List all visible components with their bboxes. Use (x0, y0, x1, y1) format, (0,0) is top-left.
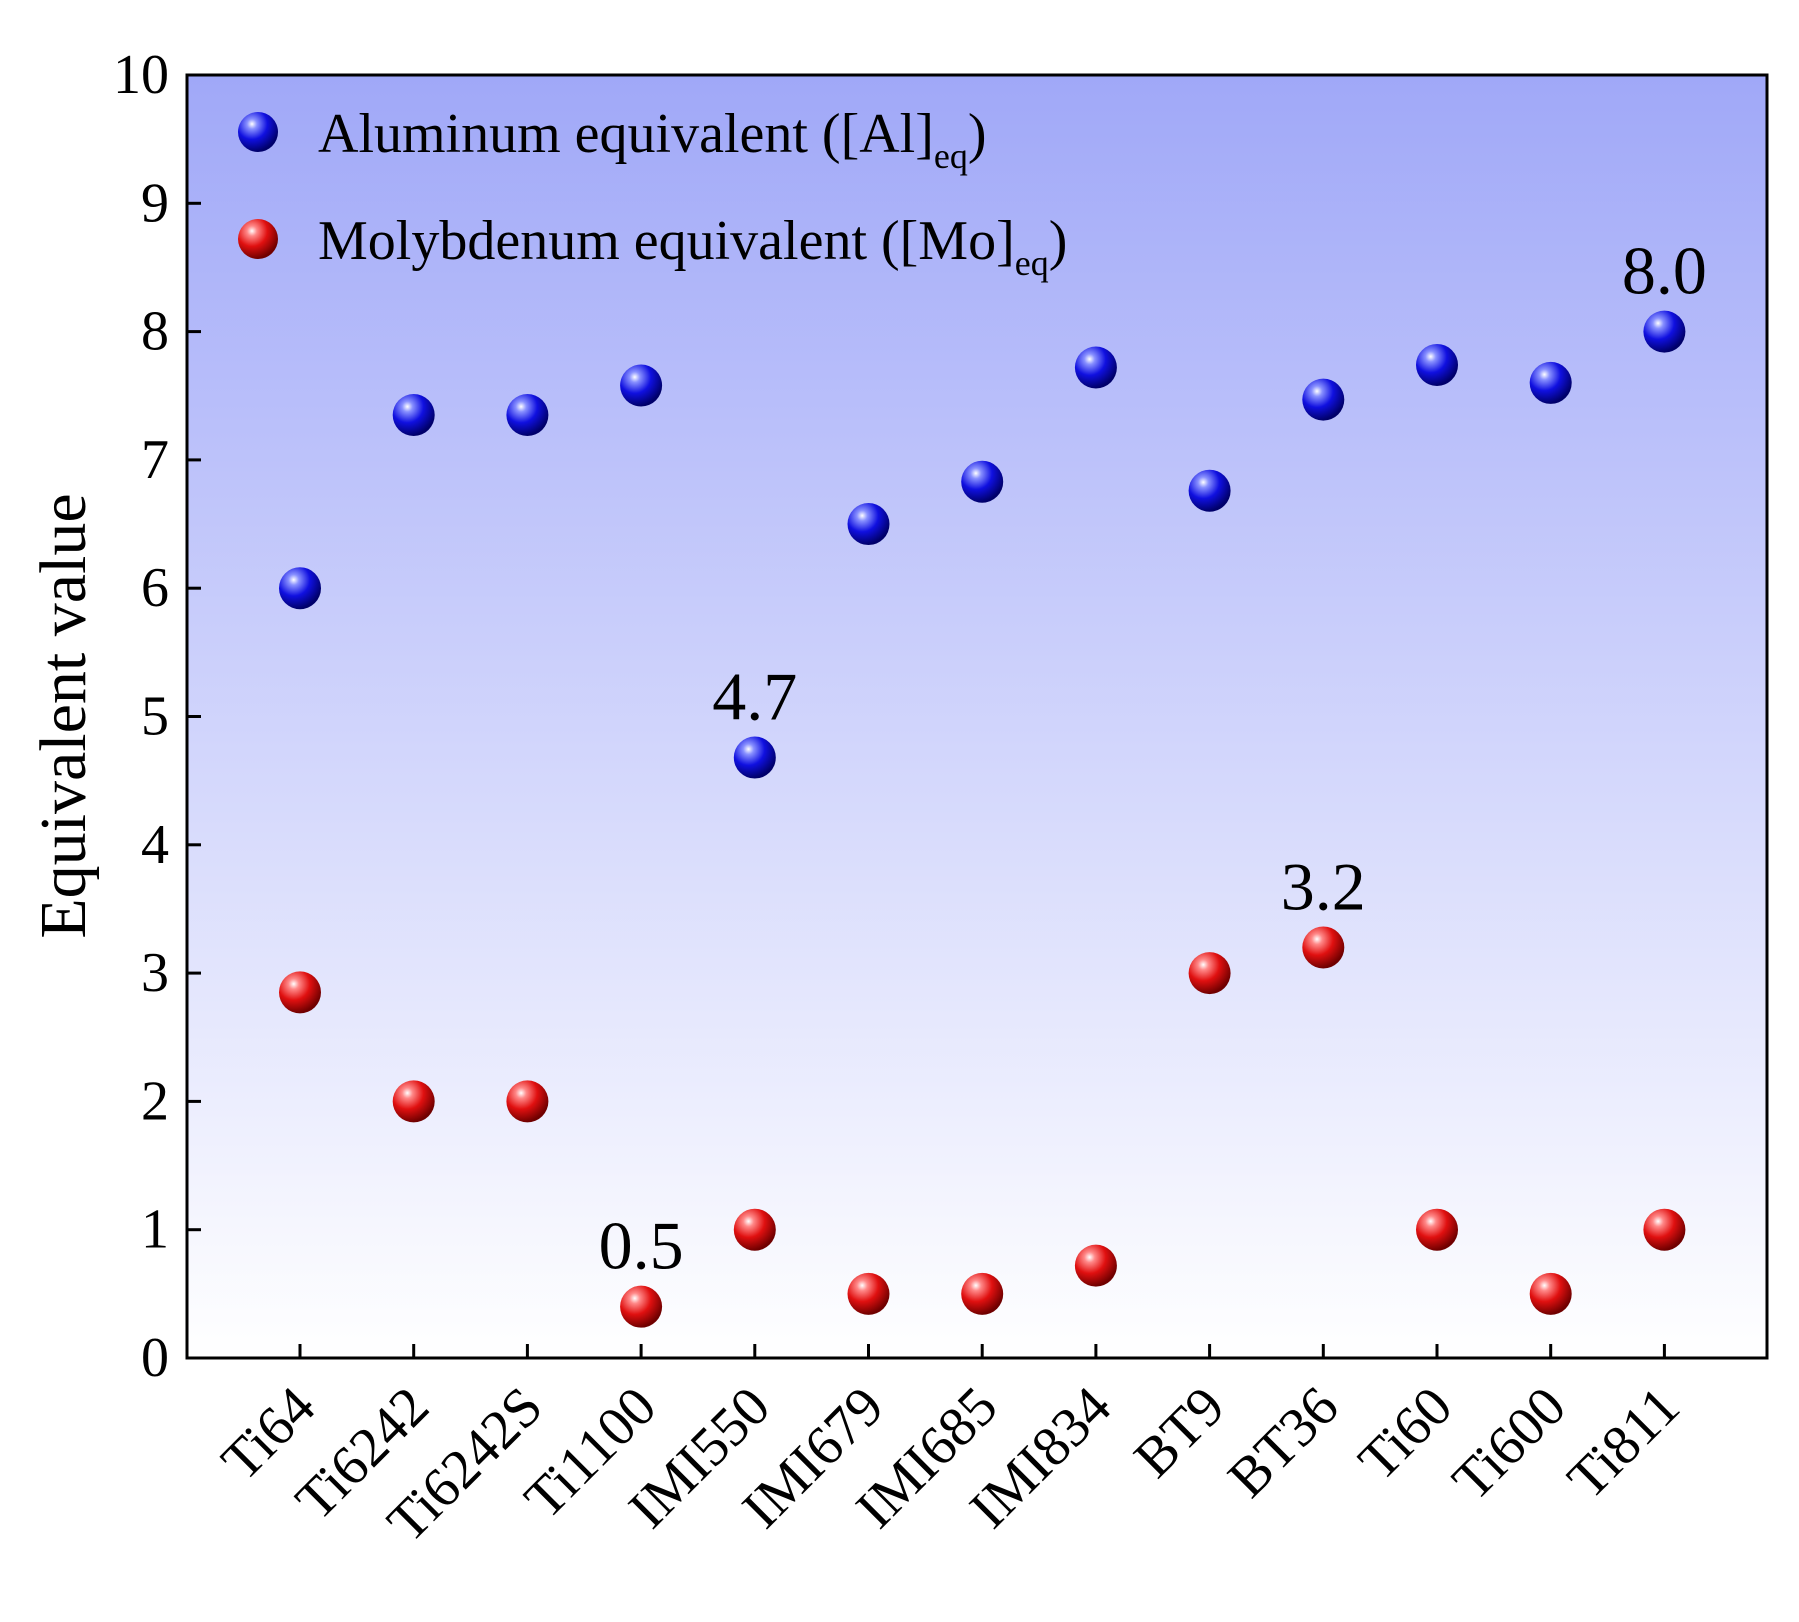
annotation-3-2: 3.2 (1281, 848, 1366, 924)
aluminum-point-imi685 (961, 460, 1004, 503)
annotation-8-0: 8.0 (1622, 233, 1707, 309)
molybdenum-point-ti60 (1416, 1208, 1458, 1251)
aluminum-point-ti6242s (506, 393, 549, 436)
legend-label-molybdenum: Molybdenum equivalent ([Mo]eq) (318, 210, 1067, 283)
aluminum-point-ti64 (279, 567, 321, 610)
molybdenum-point-bt9 (1188, 952, 1231, 995)
y-tick-label: 8 (141, 301, 169, 363)
y-tick-label: 9 (141, 172, 169, 234)
molybdenum-point-imi685 (961, 1272, 1004, 1315)
x-tick-label-bt9: BT9 (1123, 1375, 1237, 1489)
molybdenum-point-imi679 (847, 1272, 890, 1315)
aluminum-point-ti6242 (392, 393, 435, 436)
aluminum-point-imi550 (733, 736, 776, 779)
aluminum-point-bt36 (1302, 378, 1345, 421)
aluminum-point-ti1100 (620, 364, 663, 407)
legend-label-aluminum: Aluminum equivalent ([Al]eq) (318, 103, 987, 176)
aluminum-point-imi834 (1074, 346, 1117, 389)
aluminum-point-bt9 (1188, 469, 1231, 512)
x-tick-label-bt36: BT36 (1216, 1375, 1350, 1509)
y-tick-label: 10 (113, 44, 169, 106)
molybdenum-point-imi834 (1074, 1244, 1117, 1287)
plot-background (187, 75, 1767, 1358)
data-points (279, 310, 1686, 1328)
aluminum-point-ti600 (1529, 361, 1572, 404)
y-tick-label: 1 (141, 1199, 169, 1261)
molybdenum-point-ti64 (279, 971, 321, 1014)
molybdenum-point-ti6242s (506, 1080, 549, 1123)
molybdenum-point-imi550 (733, 1208, 776, 1251)
y-tick-label: 4 (141, 814, 169, 876)
annotation-0-5: 0.5 (599, 1208, 684, 1284)
data-annotations: 8.0 4.7 3.2 0.5 (599, 233, 1707, 1284)
legend-marker-aluminum (238, 112, 278, 152)
y-tick-label: 0 (141, 1327, 169, 1389)
legend-marker-molybdenum (238, 219, 278, 259)
molybdenum-point-bt36 (1302, 926, 1345, 969)
x-tick-label-ti811: Ti811 (1556, 1375, 1692, 1511)
annotation-4-7: 4.7 (712, 659, 797, 735)
legend-item-aluminum: Aluminum equivalent ([Al]eq) (238, 103, 987, 176)
aluminum-point-imi679 (847, 503, 890, 546)
molybdenum-point-ti600 (1529, 1272, 1572, 1315)
y-tick-label: 3 (141, 942, 169, 1004)
y-tick-label: 7 (141, 429, 169, 491)
y-axis-ticks: 0 1 2 3 4 5 6 7 8 9 10 (113, 44, 201, 1389)
x-axis-ticks: Ti64Ti6242Ti6242STi1100IMI550IMI679IMI68… (210, 1344, 1692, 1554)
legend-item-molybdenum: Molybdenum equivalent ([Mo]eq) (238, 210, 1067, 283)
aluminum-point-ti60 (1416, 343, 1458, 386)
y-tick-label: 6 (141, 557, 169, 619)
y-axis-title: Equivalent value (27, 493, 100, 938)
y-tick-label: 5 (141, 686, 169, 748)
molybdenum-point-ti6242 (392, 1080, 435, 1123)
plot-frame (185, 73, 1769, 1360)
molybdenum-point-ti811 (1643, 1208, 1686, 1251)
x-tick-label-ti600: Ti600 (1441, 1375, 1578, 1512)
molybdenum-point-ti1100 (620, 1285, 663, 1328)
aluminum-point-ti811 (1643, 310, 1686, 353)
y-tick-label: 2 (141, 1070, 169, 1132)
legend: Aluminum equivalent ([Al]eq) Molybdenum … (238, 103, 1067, 283)
